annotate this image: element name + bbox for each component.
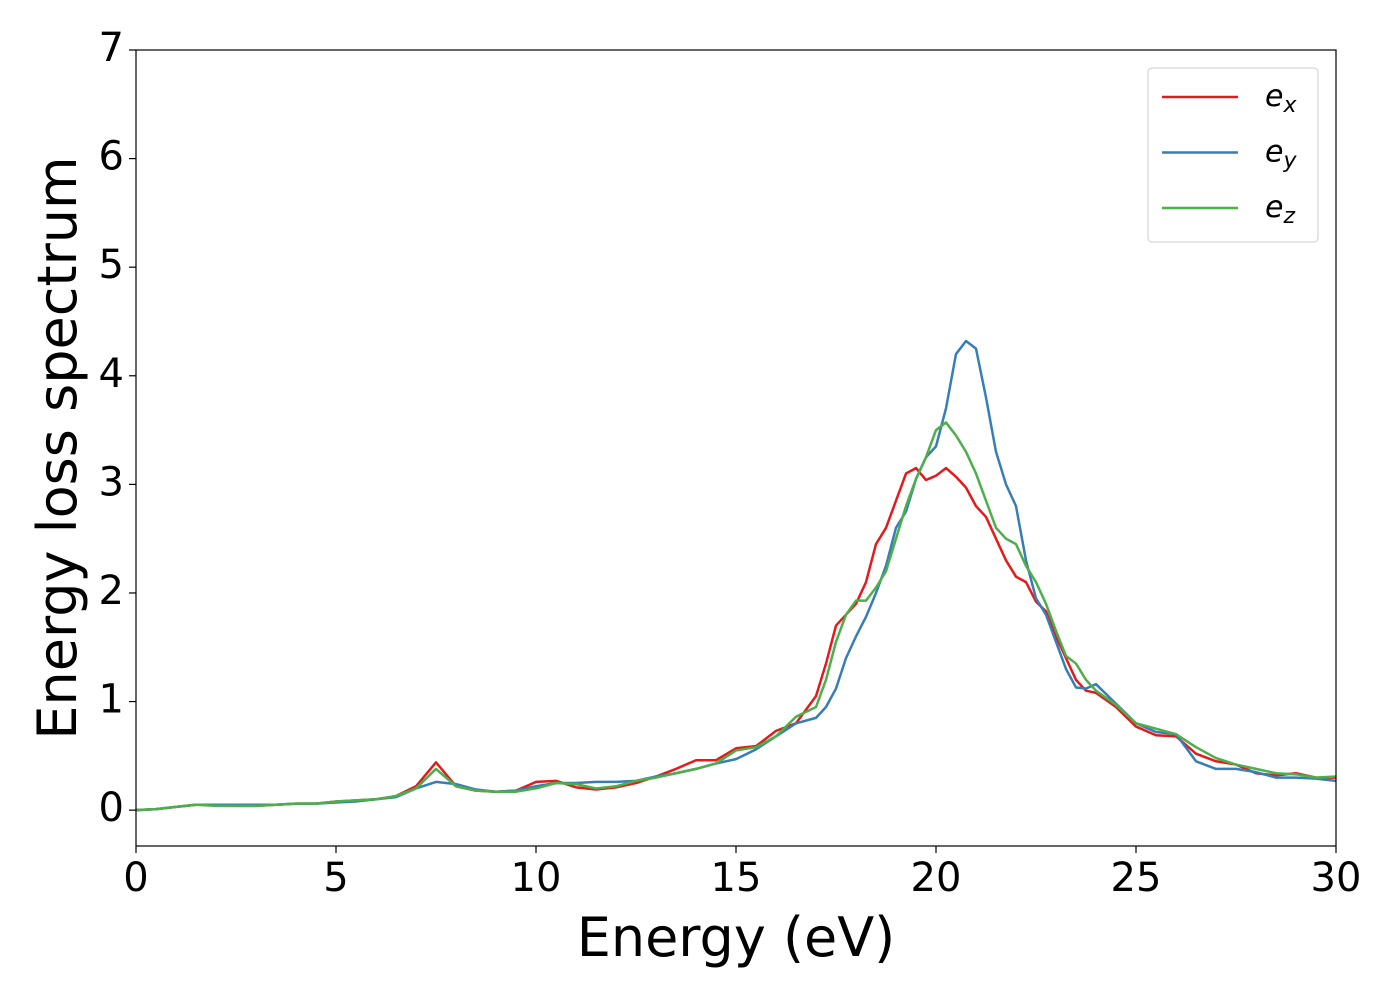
x-tick-label: 10 (511, 855, 562, 901)
y-tick-label: 1 (99, 677, 124, 723)
y-tick-label: 7 (99, 25, 124, 71)
x-tick-label: 0 (123, 855, 148, 901)
x-tick-label: 30 (1311, 855, 1362, 901)
y-tick-label: 3 (99, 459, 124, 505)
y-tick-label: 6 (99, 134, 124, 180)
y-tick-label: 2 (99, 568, 124, 614)
x-tick-label: 15 (711, 855, 762, 901)
legend-label: ez (1265, 190, 1295, 230)
legend-label: ey (1265, 134, 1297, 174)
line-series (136, 421, 1336, 812)
plot-frame (135, 49, 1337, 847)
x-axis-label: Energy (eV) (577, 906, 896, 969)
legend-box (1147, 67, 1319, 243)
y-tick-label: 5 (99, 242, 124, 288)
line-series (136, 339, 1336, 812)
x-tick-label: 5 (323, 855, 348, 901)
x-tick-label: 25 (1111, 855, 1162, 901)
x-tick-label: 20 (911, 855, 962, 901)
y-tick-label: 0 (99, 785, 124, 831)
y-axis-label: Energy loss spectrum (26, 156, 89, 739)
y-tick-label: 4 (99, 351, 124, 397)
legend-label: ex (1265, 79, 1297, 119)
